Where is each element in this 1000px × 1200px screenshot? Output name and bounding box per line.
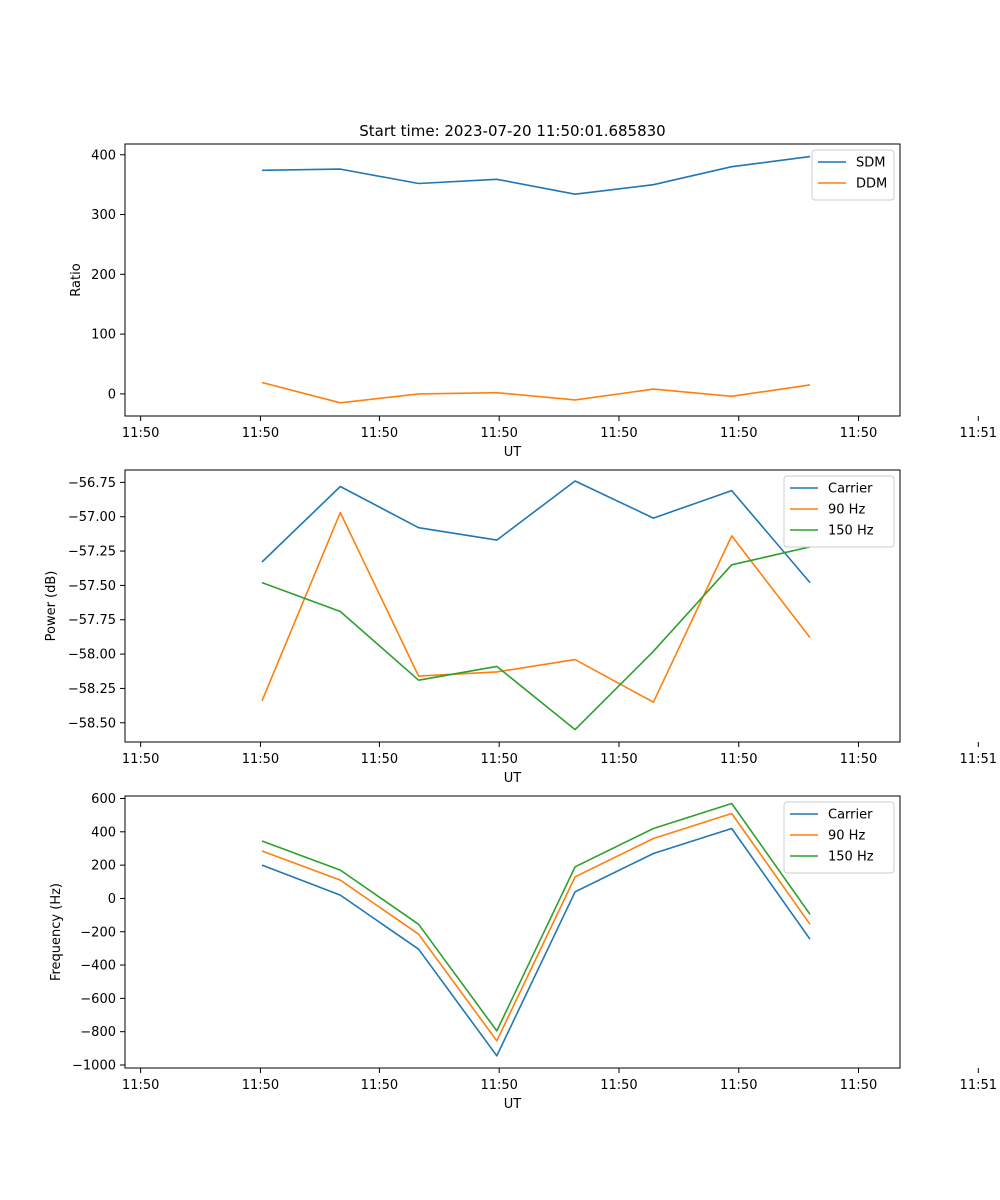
y-tick-label: 300: [91, 208, 116, 223]
x-tick-label: 11:50: [840, 752, 877, 767]
y-tick-label: 200: [91, 859, 116, 874]
series-line-150-hz: [261, 546, 811, 731]
x-tick-label: 11:50: [242, 752, 279, 767]
x-tick-label: 11:50: [720, 1078, 757, 1093]
x-tick-label: 11:50: [480, 752, 517, 767]
y-tick-label: 0: [108, 892, 116, 907]
y-tick-label: 200: [91, 268, 116, 283]
y-tick-label: −1000: [72, 1059, 116, 1074]
series-line-ddm: [261, 381, 811, 404]
y-tick-label: 400: [91, 825, 116, 840]
x-tick-label: 11:50: [600, 752, 637, 767]
plot-frame: [124, 469, 901, 743]
y-tick-label: 400: [91, 148, 116, 163]
y-tick-label: −800: [80, 1025, 116, 1040]
y-axis-label: Frequency (Hz): [49, 883, 64, 981]
x-tick-label: 11:50: [720, 426, 757, 441]
legend-label: 150 Hz: [828, 524, 874, 539]
x-tick-label: 11:51: [960, 1078, 997, 1093]
legend-label: DDM: [856, 177, 887, 192]
legend-label: 150 Hz: [828, 850, 874, 865]
y-tick-label: −57.75: [68, 613, 116, 628]
legend: SDM DDM: [811, 149, 895, 201]
x-tick-label: 11:50: [242, 1078, 279, 1093]
y-tick-label: −58.00: [68, 648, 116, 663]
subplot-3: 11:50 11:50 11:50 11:50 11:50 11:50 11:50 11:51…: [49, 792, 997, 1112]
x-tick-label: 11:50: [600, 1078, 637, 1093]
x-tick-label: 11:50: [361, 752, 398, 767]
y-tick-label: −58.25: [68, 682, 116, 697]
y-tick-label: −57.00: [68, 510, 116, 525]
x-tick-label: 11:51: [960, 426, 997, 441]
y-tick-label: 600: [91, 792, 116, 807]
series-line-sdm: [261, 155, 811, 195]
plot-frame: [124, 143, 901, 417]
y-tick-label: −56.75: [68, 476, 116, 491]
y-tick-label: −400: [80, 959, 116, 974]
x-tick-label: 11:50: [122, 426, 159, 441]
series-line-carrier: [261, 827, 811, 1057]
x-axis-label: UT: [504, 445, 522, 460]
y-tick-label: 0: [108, 387, 116, 402]
x-tick-label: 11:50: [361, 1078, 398, 1093]
x-tick-label: 11:50: [720, 752, 757, 767]
y-tick-label: −57.25: [68, 545, 116, 560]
subplot-1: Start time: 2023-07-20 11:50:01.685830 11…: [69, 122, 997, 460]
y-axis-label: Power (dB): [44, 571, 59, 642]
series-line-90-hz: [261, 812, 811, 1042]
legend: Carrier 90 Hz 150 Hz: [783, 475, 895, 548]
series-line-90-hz: [261, 511, 811, 704]
legend-label: 90 Hz: [828, 503, 865, 518]
plot-frame: [124, 795, 901, 1069]
legend-label: SDM: [856, 156, 885, 171]
x-tick-label: 11:50: [122, 1078, 159, 1093]
x-axis-label: UT: [504, 771, 522, 786]
subplot-2: 11:50 11:50 11:50 11:50 11:50 11:50 11:50 11:51…: [44, 469, 997, 786]
x-tick-label: 11:50: [242, 426, 279, 441]
series-line-carrier: [261, 480, 811, 584]
y-tick-label: −600: [80, 992, 116, 1007]
x-tick-label: 11:51: [960, 752, 997, 767]
y-tick-label: −57.50: [68, 579, 116, 594]
x-axis-label: UT: [504, 1097, 522, 1112]
x-tick-label: 11:50: [840, 426, 877, 441]
x-tick-label: 11:50: [480, 426, 517, 441]
y-tick-label: −58.50: [68, 716, 116, 731]
legend: Carrier 90 Hz 150 Hz: [783, 801, 895, 874]
series-line-150-hz: [261, 802, 811, 1032]
y-axis-label: Ratio: [69, 263, 84, 296]
x-tick-label: 11:50: [600, 426, 637, 441]
legend-label: 90 Hz: [828, 829, 865, 844]
x-tick-label: 11:50: [840, 1078, 877, 1093]
x-tick-label: 11:50: [122, 752, 159, 767]
legend-label: Carrier: [828, 482, 873, 497]
chart-title: Start time: 2023-07-20 11:50:01.685830: [359, 122, 665, 140]
x-tick-label: 11:50: [480, 1078, 517, 1093]
y-tick-label: −200: [80, 925, 116, 940]
legend-label: Carrier: [828, 808, 873, 823]
x-tick-label: 11:50: [361, 426, 398, 441]
y-tick-label: 100: [91, 328, 116, 343]
